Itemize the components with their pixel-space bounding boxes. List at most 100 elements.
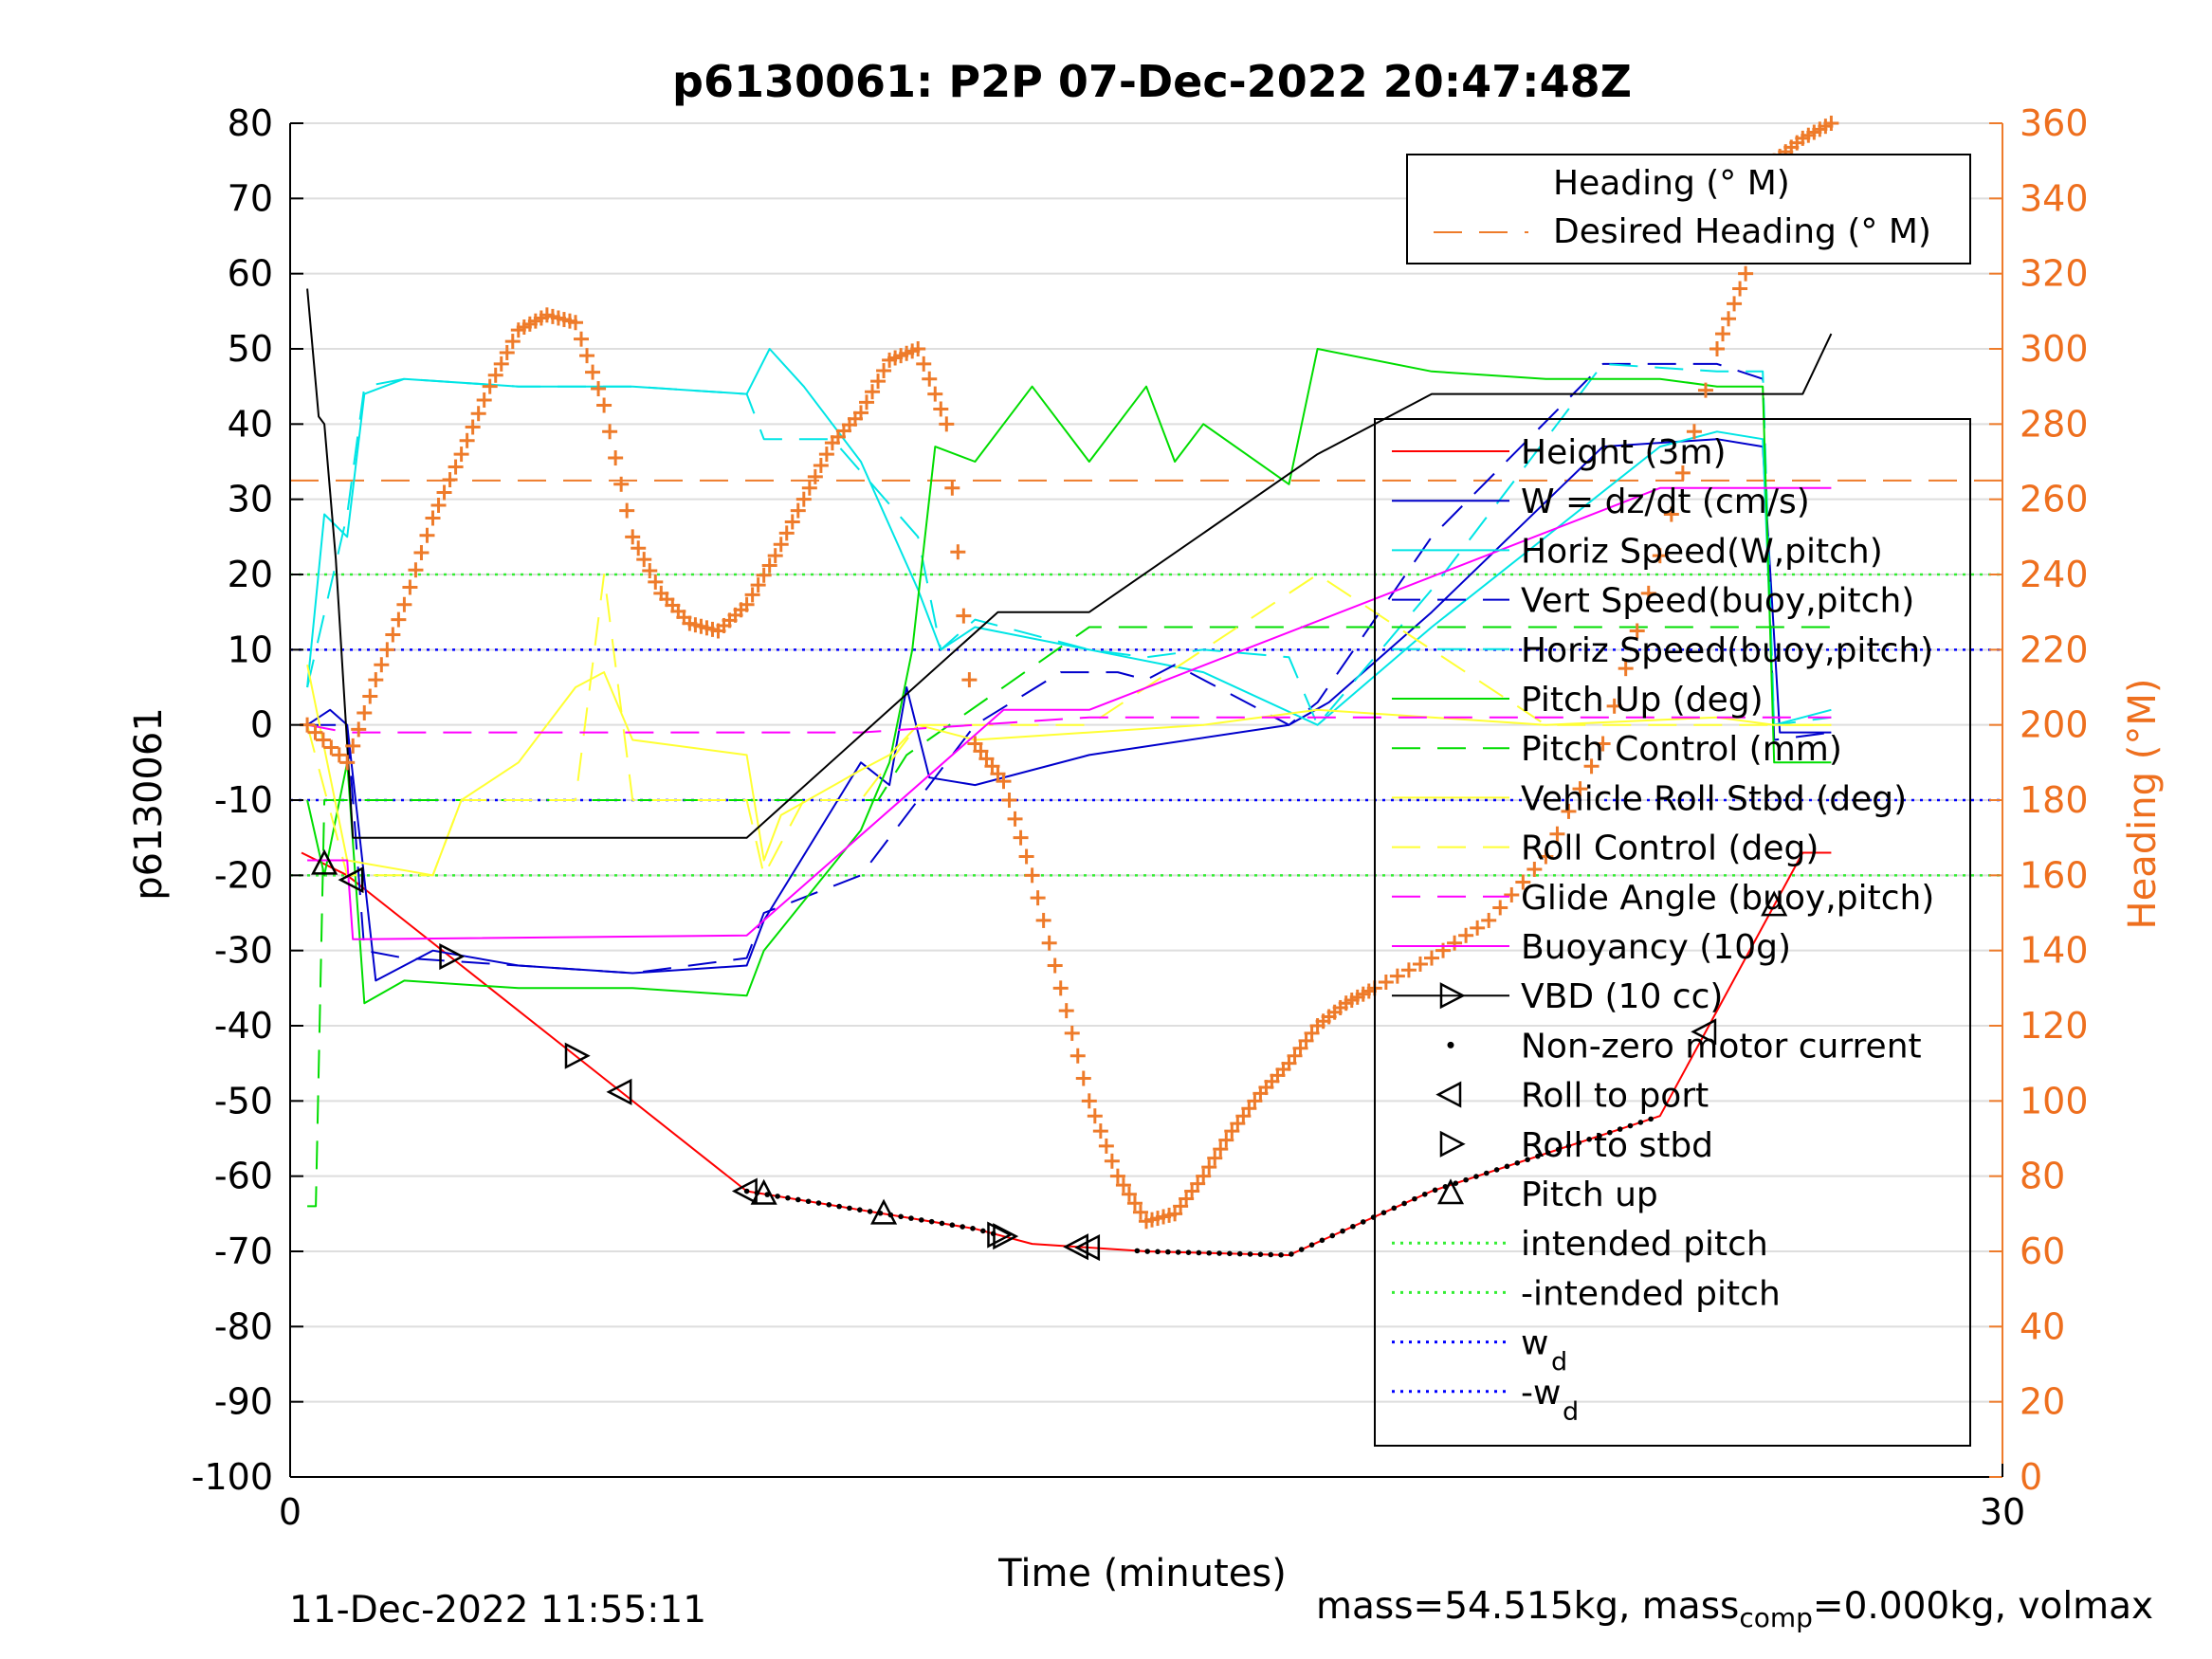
heading-marker — [642, 563, 658, 579]
heading-marker — [648, 574, 664, 590]
heading-marker — [591, 381, 607, 397]
y-tick-label-right: 40 — [2020, 1305, 2065, 1347]
heading-marker — [927, 386, 943, 402]
series-roll-control-deg — [306, 574, 1832, 877]
heading-marker — [436, 484, 452, 501]
heading-marker — [956, 608, 972, 624]
heading-marker — [408, 562, 424, 578]
heading-marker — [1007, 811, 1023, 827]
legend-entry: Pitch Up (deg) — [1521, 681, 1764, 720]
x-axis-label: Time (minutes) — [997, 1552, 1287, 1595]
heading-marker — [1674, 465, 1691, 481]
heading-marker — [1001, 793, 1017, 808]
triangle-marker-left — [1435, 1081, 1462, 1108]
heading-marker — [602, 424, 618, 440]
motor-current-dot — [1360, 1219, 1366, 1225]
heading-marker — [1823, 116, 1839, 131]
legend-heading-entry: Desired Heading (° M) — [1553, 212, 1931, 251]
heading-marker — [910, 341, 926, 356]
y-tick-label-left: -60 — [214, 1156, 273, 1197]
motor-current-dot — [1607, 1129, 1613, 1136]
motor-current-dot — [898, 1213, 904, 1220]
y-tick-label-left: 20 — [228, 554, 273, 595]
motor-current-dot — [1586, 1136, 1592, 1142]
heading-marker — [1075, 1070, 1091, 1086]
motor-current-dot — [919, 1217, 924, 1223]
heading-marker — [1652, 548, 1668, 564]
motor-current-dot — [775, 1194, 780, 1199]
y-tick-label-left: -10 — [214, 779, 273, 821]
motor-current-dot — [1545, 1150, 1551, 1156]
heading-marker — [1052, 980, 1069, 996]
motor-current-dot — [928, 1218, 935, 1225]
heading-marker — [585, 364, 601, 380]
heading-marker — [1515, 874, 1531, 890]
y-tick-label-left: -40 — [214, 1005, 273, 1047]
legends: Heading (° M) Desired Heading (° M) Height… — [1374, 154, 1971, 1447]
heading-marker — [1132, 1204, 1148, 1220]
motor-current-dot — [1535, 1153, 1541, 1159]
motor-current-dot — [1576, 1139, 1582, 1146]
heading-marker — [568, 315, 583, 331]
heading-marker — [761, 557, 777, 574]
triangle-marker-up — [1761, 890, 1788, 917]
legend-entry: Glide Angle (buoy,pitch) — [1521, 879, 1934, 918]
triangle-marker-up — [750, 1178, 777, 1205]
triangle-marker-right — [1439, 1130, 1466, 1158]
heading-marker — [853, 405, 868, 421]
heading-marker — [1504, 886, 1520, 902]
motor-current-dot — [1329, 1232, 1336, 1239]
y-tick-label-left: -90 — [214, 1381, 273, 1423]
motor-current-dot — [1525, 1157, 1530, 1163]
heading-marker — [756, 567, 772, 583]
y-tick-label-right: 20 — [2020, 1381, 2065, 1423]
motor-current-dot — [1391, 1205, 1398, 1212]
motor-current-dot — [1216, 1250, 1222, 1256]
heading-marker — [1041, 935, 1057, 951]
legend-entry: Vert Speed(buoy,pitch) — [1521, 582, 1914, 621]
heading-marker — [813, 457, 829, 473]
heading-marker — [739, 596, 755, 612]
heading-marker — [1663, 506, 1679, 522]
heading-marker — [1121, 1186, 1137, 1202]
triangle-marker-left — [606, 1078, 632, 1105]
motor-current-dot — [1493, 1167, 1500, 1173]
motor-current-dot — [1648, 1116, 1654, 1122]
heading-marker — [482, 378, 498, 394]
legend-entry: Horiz Speed(W,pitch) — [1521, 532, 1883, 571]
motor-current-dot — [836, 1203, 842, 1210]
heading-marker — [385, 627, 401, 643]
legend-entry: intended pitch — [1521, 1225, 1768, 1264]
heading-marker — [1715, 326, 1731, 342]
heading-marker — [1035, 912, 1051, 928]
markers-layer — [300, 116, 1839, 1262]
heading-marker — [1640, 585, 1656, 601]
heading-marker — [476, 392, 492, 408]
legend-entry: w — [1521, 1324, 1548, 1363]
heading-marker — [499, 344, 515, 360]
motor-current-dot — [1196, 1249, 1202, 1256]
legend-entry: Roll to port — [1521, 1077, 1709, 1116]
x-tick-label: 0 — [279, 1491, 302, 1533]
heading-marker — [1115, 1177, 1131, 1194]
motor-current-dot — [795, 1196, 801, 1203]
heading-marker — [453, 447, 469, 463]
motor-current-dot — [1504, 1163, 1510, 1170]
heading-marker — [1013, 830, 1029, 846]
series-vert-speed-buoy-pitch — [307, 362, 1832, 975]
triangle-marker-left — [338, 866, 364, 894]
heading-marker — [351, 721, 367, 738]
triangle-marker-left — [1063, 1233, 1089, 1261]
legend-entry: Non-zero motor current — [1521, 1027, 1922, 1066]
heading-marker — [391, 611, 407, 628]
legend-entry: -intended pitch — [1521, 1274, 1781, 1313]
motor-current-dot — [1319, 1237, 1325, 1244]
chart-title: p6130061: P2P 07-Dec-2022 20:47:48Z — [672, 56, 1632, 107]
motor-current-dot — [785, 1194, 791, 1201]
triangle-marker-right — [993, 1223, 1019, 1250]
heading-marker — [1561, 803, 1577, 819]
y-tick-label-right: 200 — [2020, 704, 2089, 746]
heading-marker — [950, 544, 966, 560]
heading-marker — [396, 596, 412, 612]
x-tick-label: 30 — [1980, 1491, 2025, 1533]
